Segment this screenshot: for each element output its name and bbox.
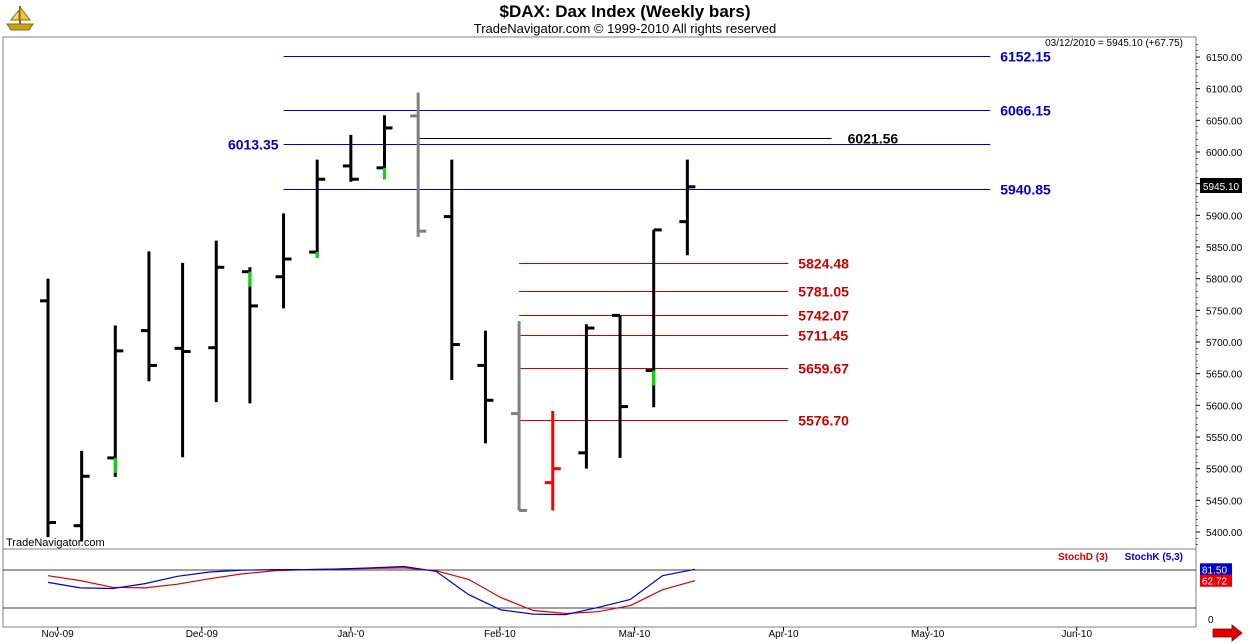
price-tick-label: 6000.00 (1206, 148, 1243, 159)
price-bar (174, 262, 191, 458)
price-bar (578, 324, 595, 469)
stochk-value-label: 81.50 (1202, 565, 1227, 576)
price-bar (511, 321, 528, 512)
price-tick-label: 6100.00 (1206, 85, 1243, 96)
price-bar (309, 159, 326, 258)
scroll-right-arrow-icon[interactable] (1212, 624, 1243, 642)
level-label: 6013.35 (228, 137, 279, 153)
price-tick-label: 6050.00 (1206, 116, 1243, 127)
tradenavigator-logo-icon[interactable] (3, 2, 37, 36)
date-tick-label: Apr-10 (768, 629, 798, 640)
price-bar (645, 228, 662, 408)
price-bar (107, 325, 124, 477)
price-bar (275, 213, 292, 309)
price-bar (241, 267, 258, 404)
date-tick-label: Dec-09 (186, 629, 219, 640)
price-bar (376, 115, 393, 180)
last-price-label: 5945.10 (1203, 182, 1240, 193)
date-tick-label: Nov-09 (41, 629, 74, 640)
price-tick-label: 5500.00 (1206, 465, 1243, 476)
last-price-box (1200, 178, 1242, 193)
price-tick-label: 5400.00 (1206, 528, 1243, 539)
price-tick-label: 5850.00 (1206, 243, 1243, 254)
level-label: 5711.45 (798, 328, 848, 344)
price-axis: 5400.00 5450.00 5500.00 5550.00 5600.00 5650.… (1196, 44, 1243, 545)
stochd-line (47, 567, 696, 615)
price-bar (477, 330, 494, 444)
status-readout: 03/12/2010 = 5945.10 (+67.75) (1045, 38, 1183, 49)
price-levels: 6152.15 6066.15 6013.35 5940.85 6021.56 5824.… (228, 49, 1051, 429)
level-label: 5940.85 (1000, 182, 1051, 198)
date-tick-label: Mar-10 (619, 629, 651, 640)
date-tick-label: Jun-10 (1061, 629, 1092, 640)
last-price-marker: 5945.10 (1200, 178, 1242, 193)
price-bar (40, 278, 56, 538)
level-label: 5824.48 (798, 256, 849, 272)
price-bar (73, 450, 90, 542)
price-bar (679, 159, 696, 256)
date-axis: Nov-09 Dec-09 Jan-'0 Feb-10 Mar-10 Apr-10 May-… (41, 627, 1092, 640)
price-bar (342, 134, 359, 182)
watermark: TradeNavigator.com (6, 537, 105, 549)
price-bar (410, 92, 427, 237)
chart-title: $DAX: Dax Index (Weekly bars) (499, 2, 751, 21)
price-tick-label: 5800.00 (1206, 275, 1243, 286)
price-bar (544, 411, 561, 511)
chart-frame (2, 36, 1197, 628)
chart-subtitle: TradeNavigator.com © 1999-2010 All right… (473, 21, 777, 36)
price-tick-label: 6150.00 (1206, 53, 1243, 64)
stochd-value-label: 62.72 (1202, 577, 1227, 588)
price-bar (443, 159, 460, 380)
stochk-value-box (1200, 563, 1232, 576)
level-label: 6152.15 (1000, 49, 1051, 65)
level-label: 5742.07 (798, 308, 849, 324)
stoch-zero-label: 0 (1208, 615, 1214, 626)
date-tick-label: Feb-10 (484, 629, 516, 640)
stochastic-panel-border (2, 548, 1197, 628)
price-tick-label: 5750.00 (1206, 306, 1243, 317)
price-tick-label: 5650.00 (1206, 370, 1243, 381)
level-label: 5781.05 (798, 284, 849, 300)
level-label: 5659.67 (798, 361, 849, 377)
price-tick-label: 5450.00 (1206, 496, 1243, 507)
stochd-legend: StochD (3) (1058, 552, 1108, 563)
stochd-value-box (1200, 574, 1232, 587)
price-tick-label: 5550.00 (1206, 433, 1243, 444)
stochk-legend: StochK (5,3) (1125, 552, 1183, 563)
price-bar (140, 251, 157, 382)
stochk-line (47, 565, 696, 616)
price-tick-label: 5700.00 (1206, 338, 1243, 349)
price-bar (208, 240, 225, 403)
date-tick-label: May-10 (911, 629, 945, 640)
level-label: 6021.56 (848, 131, 899, 147)
price-bars (40, 92, 696, 542)
level-label: 6066.15 (1000, 103, 1051, 119)
date-tick-label: Jan-'0 (337, 629, 364, 640)
price-bar (612, 313, 629, 458)
price-tick-label: 5900.00 (1206, 211, 1243, 222)
level-label: 5576.70 (798, 413, 849, 429)
chart-header: $DAX: Dax Index (Weekly bars) TradeNavig… (0, 0, 1250, 36)
price-tick-label: 5600.00 (1206, 401, 1243, 412)
